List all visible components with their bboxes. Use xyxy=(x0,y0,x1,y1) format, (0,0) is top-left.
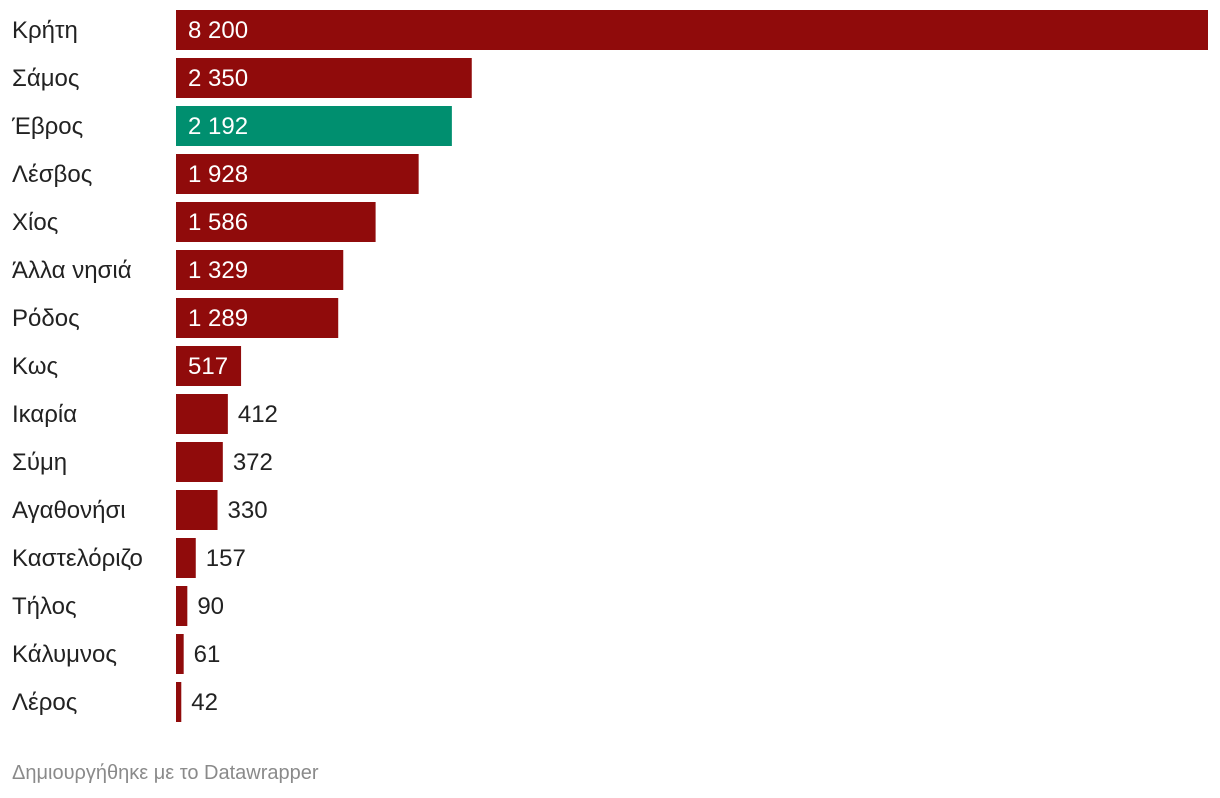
category-label: Λέρος xyxy=(12,689,77,716)
category-label: Χίος xyxy=(12,209,58,236)
bar-chart: Κρήτη 8 200 Σάμος 2 350 Έβρος 2 192 Λέσβος 1 92… xyxy=(11,10,1208,722)
value-label: 1 329 xyxy=(188,257,248,284)
value-label: 61 xyxy=(194,641,221,668)
value-label: 42 xyxy=(191,689,218,716)
datawrapper-credit: Δημιουργήθηκε με το Datawrapper xyxy=(12,762,319,784)
value-label: 2 350 xyxy=(188,65,248,92)
bar xyxy=(176,394,228,434)
bar xyxy=(176,10,1208,50)
category-label: Άλλα νησιά xyxy=(12,257,132,284)
category-label: Σάμος xyxy=(12,65,79,92)
bar xyxy=(176,682,182,722)
value-label: 157 xyxy=(206,545,246,572)
bar xyxy=(176,538,196,578)
category-label: Λέσβος xyxy=(12,161,92,188)
category-label: Έβρος xyxy=(11,113,83,140)
category-label: Κρήτη xyxy=(12,17,78,44)
bar xyxy=(176,58,472,98)
bar xyxy=(176,346,242,386)
bar xyxy=(176,442,223,482)
value-label: 90 xyxy=(197,593,224,620)
value-label: 372 xyxy=(233,449,273,476)
value-label: 2 192 xyxy=(188,113,248,140)
category-label: Κως xyxy=(12,353,58,380)
bar xyxy=(176,298,339,338)
value-label: 1 928 xyxy=(188,161,248,188)
bar-highlighted xyxy=(176,106,452,146)
category-label: Ικαρία xyxy=(12,401,77,428)
category-label: Κάλυμνος xyxy=(12,641,117,668)
value-label: 517 xyxy=(188,353,228,380)
bar xyxy=(176,586,188,626)
value-label: 1 289 xyxy=(188,305,248,332)
bar xyxy=(176,154,419,194)
bar xyxy=(176,490,218,530)
category-label: Αγαθονήσι xyxy=(12,497,126,524)
bar xyxy=(176,250,344,290)
value-label: 8 200 xyxy=(188,17,248,44)
category-label: Τήλος xyxy=(12,593,77,620)
category-label: Ρόδος xyxy=(12,305,80,332)
bar xyxy=(176,202,376,242)
value-label: 1 586 xyxy=(188,209,248,236)
value-label: 412 xyxy=(238,401,278,428)
category-label: Καστελόριζο xyxy=(12,545,143,572)
bar xyxy=(176,634,184,674)
value-label: 330 xyxy=(228,497,268,524)
category-label: Σύμη xyxy=(12,449,67,476)
